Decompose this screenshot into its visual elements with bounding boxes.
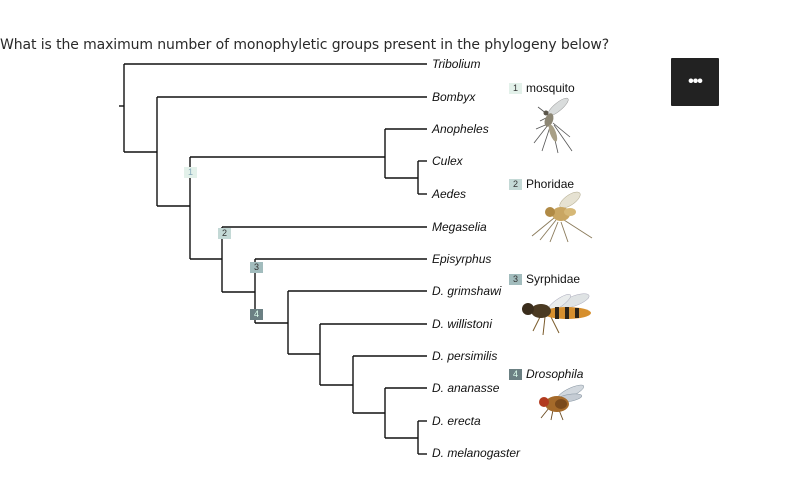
taxon-label: Tribolium [432,57,481,71]
taxon-label: D. persimilis [432,349,498,363]
taxon-label: D. melanogaster [432,446,521,460]
taxon-label: Anopheles [432,122,489,136]
node-marker-4: 4 [250,309,263,320]
fruit-fly-illustration [539,384,585,421]
taxon-label: D. erecta [432,414,481,428]
taxon-label: Culex [432,154,463,168]
taxon-label: Bombyx [432,90,476,104]
legend-label: mosquito [526,81,575,95]
mosquito-illustration [533,97,573,154]
legend-item-syrphidae: 3 Syrphidae [509,272,580,286]
tree-branches [119,63,427,455]
node-marker-3: 3 [250,262,263,273]
question-text: What is the maximum number of monophylet… [0,37,610,53]
legend-item-mosquito: 1 mosquito [509,81,575,95]
taxon-label: D. willistoni [432,317,493,331]
legend-label: Drosophila [526,367,584,381]
legend-number: 3 [509,273,522,285]
legend-number: 2 [509,178,522,190]
more-options-button[interactable]: ••• [671,58,719,106]
legend-item-phoridae: 2 Phoridae [509,177,574,191]
legend-label: Syrphidae [526,272,581,286]
taxon-label: Episyrphus [432,252,492,266]
taxon-label: D. grimshawi [432,284,502,298]
hoverfly-illustration [522,293,591,336]
legend-label: Phoridae [526,177,575,191]
taxon-label: D. ananasse [432,381,500,395]
node-marker-2: 2 [218,228,231,239]
legend-number: 4 [509,368,522,380]
legend-item-drosophila: 4 Drosophila [509,367,583,381]
taxon-label: Aedes [432,187,467,201]
phorid-fly-illustration [531,191,593,243]
more-options-icon: ••• [688,73,703,90]
node-marker-1: 1 [184,167,197,178]
taxon-label: Megaselia [432,220,487,234]
legend-number: 1 [509,82,522,94]
